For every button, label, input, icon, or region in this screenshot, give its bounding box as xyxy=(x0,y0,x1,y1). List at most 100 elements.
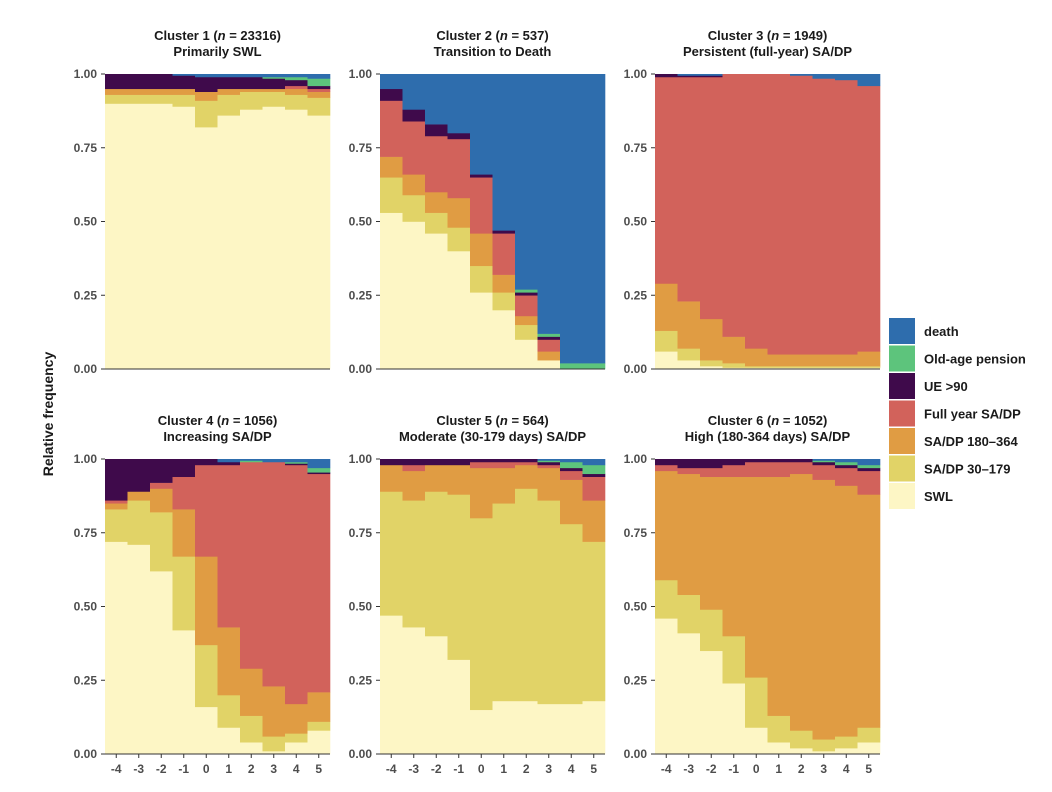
bar-segment xyxy=(425,459,448,466)
panel-title-n-count: = 1949) xyxy=(779,28,827,43)
bar-segment xyxy=(425,212,448,234)
bar-segment xyxy=(835,366,858,368)
y-axis-title: Relative frequency xyxy=(40,352,56,477)
bar-segment xyxy=(700,609,723,652)
bar-segment xyxy=(307,85,331,90)
bar-segment xyxy=(447,227,471,252)
bar-segment xyxy=(195,464,218,557)
panel-title: Cluster 3 (n = 1949) xyxy=(708,28,828,43)
bar-segment xyxy=(402,470,426,501)
panel-title-n-count: = 537) xyxy=(508,28,549,43)
bar-segment xyxy=(150,482,173,489)
bar-segment xyxy=(402,109,426,122)
bar-segment xyxy=(447,138,471,199)
bar-segment xyxy=(857,464,881,469)
bar-segment xyxy=(105,500,128,504)
bar-segment xyxy=(195,459,218,466)
bar-segment xyxy=(150,88,173,95)
bar-segment xyxy=(380,156,403,178)
bar-segment xyxy=(677,75,701,78)
bar-segment xyxy=(150,459,173,483)
bar-segment xyxy=(172,509,196,557)
legend-swatch xyxy=(889,455,915,482)
bar-segment xyxy=(515,324,538,340)
bar-segment xyxy=(402,74,426,110)
bar-segment xyxy=(172,630,196,755)
y-tick-label: 0.75 xyxy=(349,141,373,155)
bar-segment xyxy=(217,464,241,628)
bar-segment xyxy=(150,571,173,755)
bar-segment xyxy=(470,265,493,293)
y-tick-label: 0.50 xyxy=(624,215,648,229)
bar-segment xyxy=(240,88,263,92)
bar-segment xyxy=(240,109,263,370)
bar-segment xyxy=(285,74,308,78)
bar-segment xyxy=(492,233,516,275)
x-tick-label: -1 xyxy=(728,762,739,776)
bar-segment xyxy=(470,177,493,234)
y-tick-label: 0.25 xyxy=(74,288,98,302)
bar-segment xyxy=(127,500,151,545)
bar-segment xyxy=(835,464,858,469)
bar-segment xyxy=(790,473,813,731)
bar-segment xyxy=(285,742,308,755)
bar-segment xyxy=(150,94,173,104)
bar-segment xyxy=(470,233,493,267)
bar-segment xyxy=(767,715,791,743)
bar-segment xyxy=(262,459,286,463)
x-tick-label: 0 xyxy=(203,762,210,776)
bar-segment xyxy=(790,461,813,475)
bar-segment xyxy=(560,461,583,469)
bar-segment xyxy=(240,715,263,743)
panel-title-n-symbol: n xyxy=(771,413,779,428)
bar-segment xyxy=(172,459,196,477)
bar-segment xyxy=(262,74,286,78)
x-tick-label: -4 xyxy=(111,762,122,776)
x-tick-label: 1 xyxy=(225,762,232,776)
bar-segment xyxy=(857,494,881,728)
x-tick-label: 5 xyxy=(865,762,872,776)
bar-segment xyxy=(582,459,606,466)
bar-segment xyxy=(447,251,471,370)
bar-segment xyxy=(515,700,538,755)
bar-segment xyxy=(812,366,836,368)
bar-segment xyxy=(790,354,813,367)
panel-subtitle: High (180-364 days) SA/DP xyxy=(685,429,851,444)
bar-segment xyxy=(767,366,791,368)
bar-segment xyxy=(677,76,701,302)
bar-segment xyxy=(307,88,331,92)
panel-cluster-6: Cluster 6 (n = 1052)High (180-364 days) … xyxy=(624,413,881,776)
bar-segment xyxy=(217,461,241,466)
bar-segment xyxy=(515,459,538,463)
bar-segment xyxy=(425,192,448,213)
bar-segment xyxy=(425,74,448,125)
bar-segment xyxy=(560,470,583,480)
bar-segment xyxy=(172,88,196,95)
bar-segment xyxy=(217,88,241,95)
bar-segment xyxy=(380,212,403,370)
bar-segment xyxy=(240,76,263,90)
bar-segment xyxy=(745,348,768,367)
bar-segment xyxy=(767,459,791,463)
legend: death Old-age pension UE >90 Full year SA/D… xyxy=(889,318,1026,509)
bar-segment xyxy=(285,461,308,464)
bar-segment xyxy=(105,503,128,510)
bar-segment xyxy=(262,88,286,92)
bar-segment xyxy=(470,467,493,519)
bar-segment xyxy=(172,476,196,510)
bar-segment xyxy=(537,467,561,501)
panel-title-n-symbol: n xyxy=(500,28,508,43)
legend-label: UE >90 xyxy=(924,379,968,394)
bar-segment xyxy=(700,75,723,78)
bar-segment xyxy=(790,74,813,76)
bar-segment xyxy=(560,467,583,472)
panel-subtitle: Primarily SWL xyxy=(173,44,261,59)
bar-segment xyxy=(425,491,448,637)
bar-segment xyxy=(677,348,701,361)
bar-segment xyxy=(105,541,128,755)
bar-segment xyxy=(722,74,746,337)
y-tick-label: 1.00 xyxy=(624,452,648,466)
bar-segment xyxy=(285,76,308,81)
bar-segment xyxy=(857,351,881,367)
bar-segment xyxy=(492,459,516,463)
